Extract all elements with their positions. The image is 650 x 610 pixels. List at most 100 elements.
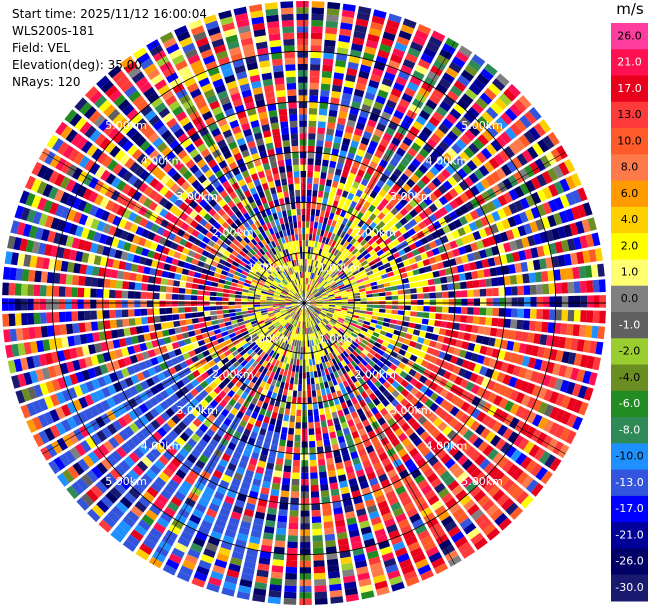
- velocity-gate: [213, 328, 221, 335]
- velocity-gate: [192, 508, 204, 519]
- velocity-gate: [299, 560, 311, 568]
- velocity-gate: [306, 308, 310, 315]
- velocity-gate: [254, 346, 261, 354]
- velocity-gate: [383, 558, 397, 568]
- velocity-gate: [267, 507, 277, 516]
- velocity-gate: [236, 425, 245, 434]
- velocity-gate: [405, 53, 418, 64]
- velocity-gate: [422, 104, 434, 115]
- velocity-gate: [269, 418, 277, 426]
- velocity-gate: [358, 142, 368, 152]
- velocity-gate: [582, 340, 591, 353]
- velocity-gate: [292, 326, 296, 333]
- velocity-gate: [221, 221, 230, 230]
- velocity-gate: [316, 301, 323, 303]
- velocity-gate: [530, 370, 540, 383]
- velocity-gate: [321, 309, 328, 313]
- velocity-gate: [415, 115, 427, 126]
- velocity-gate: [154, 323, 162, 331]
- velocity-gate: [251, 368, 258, 376]
- velocity-gate: [347, 296, 355, 300]
- velocity-gate: [460, 290, 468, 298]
- velocity-gate: [158, 197, 169, 207]
- velocity-gate: [10, 252, 19, 266]
- velocity-gate: [370, 73, 382, 83]
- velocity-gate: [90, 433, 102, 446]
- velocity-gate: [298, 315, 302, 322]
- velocity-gate: [180, 326, 188, 333]
- velocity-gate: [102, 299, 109, 309]
- velocity-gate: [242, 475, 253, 484]
- velocity-gate: [414, 323, 422, 330]
- velocity-gate: [122, 539, 137, 552]
- velocity-gate: [525, 426, 537, 439]
- velocity-gate: [333, 311, 341, 316]
- velocity-gate: [306, 291, 310, 298]
- velocity-gate: [298, 327, 301, 335]
- velocity-gate: [213, 221, 221, 230]
- velocity-gate: [308, 327, 312, 334]
- velocity-gate: [139, 543, 153, 556]
- velocity-gate: [364, 424, 373, 433]
- velocity-gate: [449, 384, 459, 394]
- velocity-gate: [339, 28, 352, 37]
- velocity-gate: [258, 557, 271, 565]
- velocity-gate: [140, 300, 147, 308]
- velocity-gate: [335, 129, 344, 138]
- velocity-gate: [251, 376, 258, 384]
- velocity-gate: [357, 169, 365, 178]
- velocity-gate: [469, 334, 478, 343]
- velocity-gate: [292, 305, 299, 308]
- velocity-gate: [309, 298, 316, 302]
- velocity-gate: [337, 117, 347, 126]
- velocity-gate: [392, 479, 404, 490]
- velocity-gate: [312, 541, 324, 549]
- velocity-gate: [313, 553, 325, 561]
- velocity-gate: [360, 178, 369, 187]
- velocity-gate: [391, 137, 401, 147]
- velocity-gate: [44, 396, 55, 409]
- velocity-gate: [497, 208, 507, 220]
- velocity-gate: [396, 36, 410, 47]
- velocity-gate: [309, 453, 317, 461]
- velocity-gate: [283, 591, 297, 599]
- velocity-gate: [429, 392, 439, 402]
- velocity-gate: [313, 311, 319, 316]
- velocity-gate: [316, 305, 323, 308]
- velocity-gate: [315, 306, 323, 310]
- velocity-gate: [463, 263, 471, 272]
- velocity-gate: [182, 352, 191, 360]
- velocity-gate: [444, 414, 454, 425]
- velocity-gate: [57, 350, 66, 362]
- velocity-gate: [432, 270, 440, 278]
- velocity-gate: [282, 388, 288, 396]
- velocity-gate: [576, 251, 585, 264]
- velocity-gate: [32, 355, 41, 368]
- velocity-gate: [326, 374, 332, 382]
- velocity-gate: [587, 217, 597, 231]
- velocity-gate: [299, 586, 312, 593]
- velocity-gate: [234, 305, 242, 309]
- velocity-gate: [586, 310, 594, 323]
- velocity-gate: [308, 259, 312, 266]
- velocity-gate: [244, 244, 252, 251]
- velocity-gate: [104, 186, 115, 198]
- velocity-gate: [4, 251, 13, 265]
- velocity-gate: [77, 239, 87, 251]
- velocity-gate: [295, 320, 299, 328]
- velocity-gate: [159, 254, 168, 262]
- velocity-gate: [74, 225, 84, 237]
- velocity-gate: [398, 267, 407, 274]
- velocity-gate: [49, 409, 60, 423]
- velocity-gate: [198, 438, 208, 449]
- velocity-gate: [286, 330, 291, 338]
- velocity-gate: [378, 312, 386, 318]
- velocity-gate: [96, 288, 104, 298]
- velocity-gate: [286, 396, 292, 403]
- velocity-gate: [171, 474, 183, 485]
- velocity-gate: [352, 457, 361, 466]
- velocity-gate: [305, 315, 308, 322]
- velocity-gate: [500, 112, 513, 126]
- velocity-gate: [247, 293, 255, 297]
- velocity-gate: [321, 236, 327, 244]
